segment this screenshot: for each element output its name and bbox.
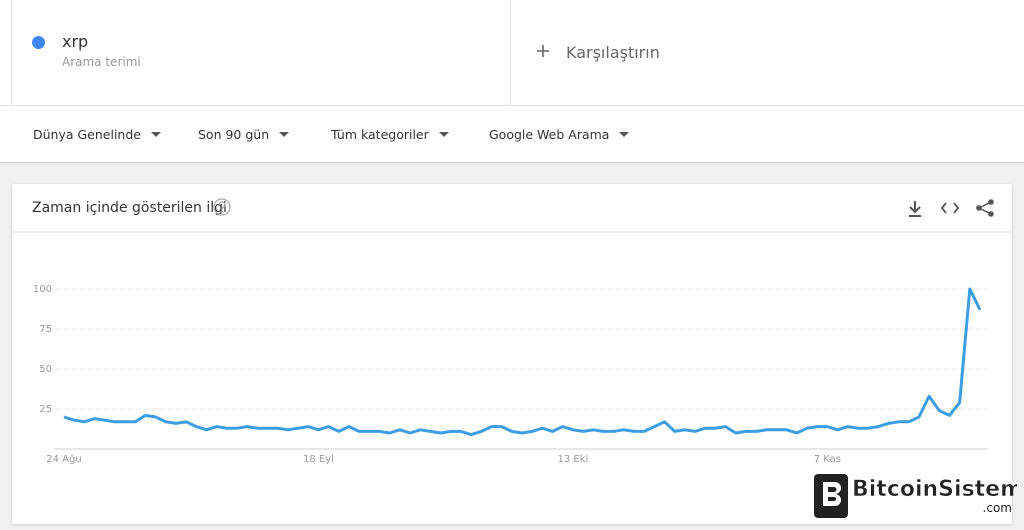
term-color-dot xyxy=(32,36,45,49)
download-icon[interactable] xyxy=(909,201,921,217)
help-icon[interactable] xyxy=(213,198,231,216)
share-icon[interactable] xyxy=(976,199,994,217)
term-bar xyxy=(0,0,1024,106)
search-term-subtitle: Arama terimi xyxy=(62,55,141,69)
series-line xyxy=(63,287,982,437)
x-tick-label: 24 Ağu xyxy=(46,453,81,465)
y-tick-label: 25 xyxy=(39,404,52,415)
embed-icon[interactable] xyxy=(940,202,960,214)
x-tick-label: 18 Eyl xyxy=(303,454,334,465)
x-tick-label: 7 Kas xyxy=(814,454,841,465)
watermark-domain: .com xyxy=(983,501,1012,515)
filter-label: Dünya Genelinde xyxy=(33,127,141,142)
watermark-graphic: BitcoinSistemi .com xyxy=(814,474,1024,518)
search-term[interactable]: xrp xyxy=(62,32,89,51)
y-tick-label: 50 xyxy=(39,364,52,375)
filter-label: Google Web Arama xyxy=(489,127,610,142)
logo-b xyxy=(823,482,841,506)
compare-button[interactable]: Karşılaştırın xyxy=(566,43,660,62)
chart-card: Zaman içinde gösterilen ilgi 25 50 75 100 24… xyxy=(12,184,1012,524)
chart: Zaman içinde gösterilen ilgi 25 50 75 100 24… xyxy=(12,198,1012,465)
chart-title: Zaman içinde gösterilen ilgi xyxy=(32,200,227,216)
watermark-name: BitcoinSistemi xyxy=(852,477,1017,502)
filter-time[interactable]: Son 90 gün xyxy=(198,127,290,142)
plus-icon[interactable] xyxy=(536,44,550,58)
y-tick-label: 75 xyxy=(39,324,52,335)
edge xyxy=(11,0,12,105)
divider xyxy=(510,0,511,105)
filter-bar: Dünya Genelinde Son 90 gün Tüm kategoril… xyxy=(0,106,1024,163)
filter-category[interactable]: Tüm kategoriler xyxy=(331,127,449,142)
x-tick-label: 13 Eki xyxy=(557,454,588,465)
y-tick-label: 100 xyxy=(33,284,52,295)
watermark: BitcoinSistemi .com xyxy=(812,470,1024,522)
filter-label: Son 90 gün xyxy=(198,127,270,142)
filter-search-type[interactable]: Google Web Arama xyxy=(489,127,630,142)
filter-region[interactable]: Dünya Genelinde xyxy=(33,127,161,142)
filter-label: Tüm kategoriler xyxy=(331,127,429,142)
